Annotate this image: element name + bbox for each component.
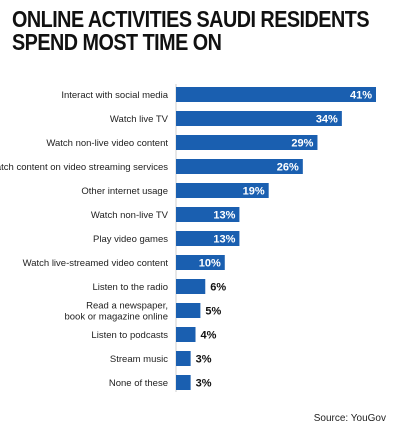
- data-label: 13%: [213, 234, 235, 246]
- category-label: Interact with social media: [61, 90, 168, 101]
- bar: [176, 351, 191, 366]
- category-label: Play video games: [93, 234, 168, 245]
- bar: [176, 87, 376, 102]
- chart-title: ONLINE ACTIVITIES SAUDI RESIDENTS SPEND …: [12, 6, 370, 55]
- bar: [176, 375, 191, 390]
- category-label: Watch live-streamed video content: [23, 258, 169, 269]
- data-label: 5%: [205, 306, 221, 318]
- category-label: Watch content on video streaming service…: [0, 162, 168, 173]
- bar: [176, 135, 318, 150]
- data-label: 34%: [316, 114, 338, 126]
- category-label: Stream music: [110, 354, 168, 365]
- source-note: Source: YouGov: [313, 413, 386, 424]
- bar: [176, 327, 196, 342]
- data-label: 10%: [199, 258, 221, 270]
- bar: [176, 255, 225, 270]
- bar: [176, 159, 303, 174]
- data-label: 19%: [243, 186, 265, 198]
- bar: [176, 231, 240, 246]
- data-label: 3%: [196, 378, 212, 390]
- category-label: Other internet usage: [81, 186, 168, 197]
- data-label: 3%: [196, 354, 212, 366]
- data-label: 41%: [350, 90, 372, 102]
- category-label: Listen to podcasts: [91, 330, 168, 341]
- data-label: 29%: [291, 138, 313, 150]
- category-label: None of these: [109, 378, 168, 389]
- bar: [176, 279, 206, 294]
- category-label: Watch non-live TV: [91, 210, 169, 221]
- data-label: 13%: [213, 210, 235, 222]
- bar: [176, 207, 240, 222]
- bar-chart: Interact with social media 41% Watch live …: [0, 84, 376, 392]
- data-label: 26%: [277, 162, 299, 174]
- category-label: Watch non-live video content: [46, 138, 168, 149]
- bar: [176, 183, 269, 198]
- category-label: Watch live TV: [110, 114, 169, 125]
- category-label: Read a newspaper, book or magazine online: [64, 301, 168, 323]
- data-label: 6%: [210, 282, 226, 294]
- bar: [176, 111, 342, 126]
- bar: [176, 303, 201, 318]
- category-label: Listen to the radio: [92, 282, 168, 293]
- data-label: 4%: [201, 330, 217, 342]
